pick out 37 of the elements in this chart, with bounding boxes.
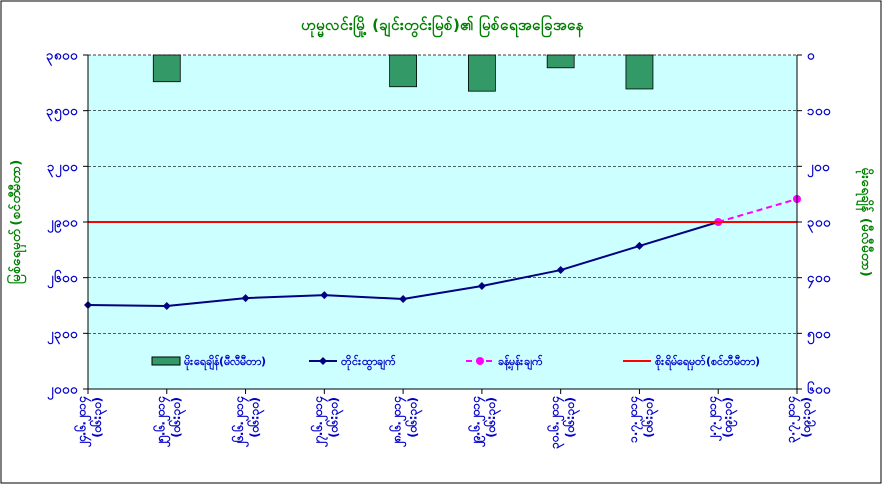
bar <box>468 54 496 92</box>
x-tick-label: ၂.၇.၂၀၁၄ (၀၉:၃၀) <box>704 397 738 442</box>
legend-label: စိုးရိမ်ရေမှတ်(စင်တီမီတာ) <box>655 354 760 371</box>
y2-tick-label: ၃၀၀ <box>807 216 831 234</box>
point <box>478 282 486 290</box>
x-tick-label: ၂၆.၆.၂၀၁၄ (၀၆:၃၀) <box>230 397 266 448</box>
y2-axis-title: မိုးရေချိန် (မီလီမီတာ) <box>855 167 875 277</box>
y-tick-label: ၂၃၀၀ <box>47 326 78 345</box>
point <box>399 295 408 304</box>
x-tick-label: ၂၈.၆.၂၀၁၄ (၀၆:၃၀) <box>388 397 424 448</box>
y-tick-label: ၂၉၀၀ <box>47 216 78 234</box>
y2-tick-label: ၀ <box>807 48 815 64</box>
x-tick-label: ၃၀.၆.၂၀၁၄ (၀၆:၃၀) <box>545 397 581 450</box>
y-tick-label: ၃၂၀၀ <box>47 160 78 178</box>
y2-tick-label: ၁၀၀ <box>807 104 831 120</box>
y2-tick-label: ၂၀၀ <box>807 160 830 178</box>
y2-tick-label: ၆၀၀ <box>807 380 831 398</box>
point <box>242 294 250 302</box>
x-tick-label: ၂၇.၆.၂၀၁၄ (၀၆:၃၀) <box>308 397 345 448</box>
y-axis-title: မြစ်ရေမှတ် (စင်တီမီတာ) <box>6 160 27 284</box>
legend-label: ခန့်မှန်းချက် <box>498 354 543 371</box>
chart-title: ဟုမ္မလင်းမြို့ (ချင်းတွင်းမြစ်)၏ မြစ်ရေအခြေအနေ <box>300 14 584 38</box>
y2-tick-label: ၅၀၀ <box>807 326 831 345</box>
legend-label: တိုင်းထွာချက် <box>341 354 396 371</box>
x-tick-label: ၂၉.၆.၂၀၁၄ (၀၆:၃၀) <box>466 397 502 448</box>
legend-label: မိုးရေချိန်(မီလီမီတာ) <box>184 354 266 371</box>
y-tick-label: ၃၈၀၀ <box>46 48 78 67</box>
x-tick-label: ၃.၇.၂၀၁၄ (၀၉:၃၀) <box>784 397 818 444</box>
point <box>556 266 565 274</box>
point <box>635 242 644 250</box>
x-tick-label: ၂၅.၆.၂၀၁၄ (၀၆:၃၀) <box>151 397 187 448</box>
point <box>320 291 328 300</box>
point <box>162 302 171 310</box>
x-tick-label: ၁.၇.၂၀၁၄ (၀၆:၃၀) <box>626 397 660 444</box>
y2-tick-label: ၄၀၀ <box>807 271 831 290</box>
y-tick-label: ၂၆၀၀ <box>47 269 78 290</box>
y-tick-label: ၃၅၀၀ <box>46 104 78 122</box>
